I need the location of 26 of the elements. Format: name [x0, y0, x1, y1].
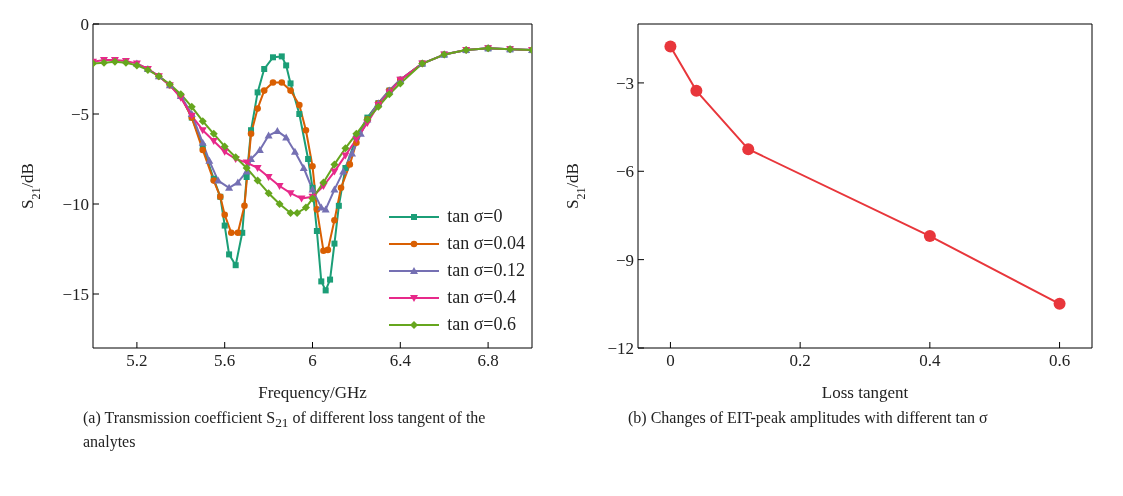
x-tick-label: 6.8 — [477, 351, 499, 371]
x-tick-label: 0.6 — [1048, 351, 1071, 371]
legend-label: tan σ=0 — [447, 206, 503, 227]
legend-label: tan σ=0.12 — [447, 260, 525, 281]
y-tick-label: 0 — [80, 15, 89, 35]
y-tick-label: −10 — [62, 195, 89, 215]
y-tick-label: −15 — [62, 285, 89, 305]
x-tick-label: 5.2 — [126, 351, 148, 371]
x-tick-label: 6.4 — [389, 351, 412, 371]
x-tick-label: 5.6 — [214, 351, 236, 371]
x-axis-title: Frequency/GHz — [258, 383, 368, 402]
x-tick-label: 0.2 — [789, 351, 811, 371]
x-tick-label: 0.4 — [919, 351, 941, 371]
x-tick-label: 6 — [308, 351, 317, 371]
y-tick-label: −3 — [615, 73, 634, 93]
x-axis-title: Loss tangent — [821, 383, 909, 402]
x-tick-label: 0 — [666, 351, 675, 371]
text: (b) Changes of EIT-peak amplitudes with different tan σ — [627, 408, 989, 429]
y-tick-label: −12 — [607, 339, 634, 359]
legend-label: tan σ=0.4 — [447, 287, 516, 308]
chart-title: (a) Transmission coefficient S$_{21}$ of different loss tangent of the analytes — [83, 409, 486, 450]
y-tick-label: −6 — [615, 162, 634, 182]
y-tick-label: −5 — [70, 105, 89, 125]
y-tick-label: −9 — [615, 250, 634, 270]
legend-label: tan σ=0.6 — [447, 314, 516, 335]
legend-label: tan σ=0.04 — [447, 233, 525, 254]
